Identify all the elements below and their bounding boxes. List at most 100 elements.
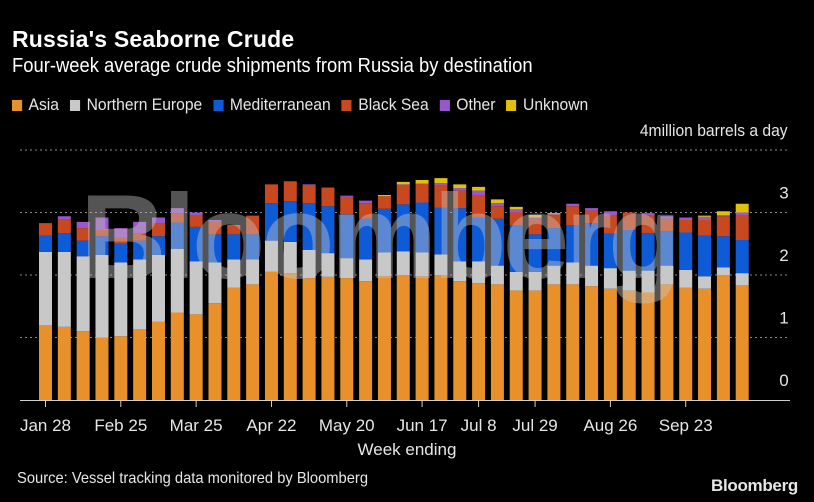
bar-segment-northern-europe <box>151 255 165 322</box>
legend-label: Black Sea <box>358 95 429 114</box>
bar-segment-unknown <box>716 211 730 215</box>
bar-segment-mediterranean <box>641 233 655 271</box>
bar-segment-northern-europe <box>716 267 730 275</box>
bar-segment-asia <box>283 273 297 400</box>
bar-segment-northern-europe <box>57 251 71 327</box>
bar-segment-black-sea <box>641 215 655 234</box>
bar-segment-asia <box>114 336 128 400</box>
bar-segment-black-sea <box>603 215 617 234</box>
bar-segment-mediterranean <box>264 203 278 241</box>
bar-segment-asia <box>76 331 90 400</box>
bar-segment-asia <box>151 321 165 400</box>
bar-segment-black-sea <box>415 183 429 203</box>
bar-segment-other <box>735 212 749 215</box>
bar-segment-asia <box>227 287 241 400</box>
bar-segment-asia <box>302 278 316 400</box>
bar-segment-asia <box>321 276 335 400</box>
bar-segment-northern-europe <box>490 265 504 285</box>
legend-item: Other <box>439 95 495 115</box>
bar-segment-other <box>434 183 448 186</box>
bar-segment-northern-europe <box>735 273 749 285</box>
legend-item: Unknown <box>506 95 588 115</box>
bar-segment-other <box>528 217 542 219</box>
bar-segment-mediterranean <box>359 218 373 260</box>
bar-segment-northern-europe <box>227 259 241 288</box>
legend-label: Northern Europe <box>86 95 203 114</box>
bar-segment-northern-europe <box>453 261 467 282</box>
legend-swatch <box>506 99 517 111</box>
bar-segment-other <box>585 208 599 211</box>
bar-segment-mediterranean <box>698 235 712 277</box>
bar-segment-northern-europe <box>359 259 373 282</box>
bar-segment-other <box>490 203 504 207</box>
bar-segment-black-sea <box>679 220 693 233</box>
bar-segment-asia <box>189 314 203 400</box>
bar-segment-asia <box>95 337 109 400</box>
bar-segment-northern-europe <box>76 256 90 332</box>
bar-segment-mediterranean <box>585 223 599 266</box>
bar-segment-asia <box>679 287 693 400</box>
legend-swatch <box>70 99 81 111</box>
legend-label: Mediterranean <box>229 95 331 114</box>
bar-segment-mediterranean <box>679 232 693 270</box>
bar-segment-mediterranean <box>377 208 391 253</box>
bar-segment-northern-europe <box>660 265 674 285</box>
bar-segment-unknown <box>377 195 391 197</box>
bar-segment-unknown <box>698 215 712 217</box>
bar-segment-black-sea <box>246 215 260 235</box>
bar-segment-northern-europe <box>377 252 391 277</box>
bar-segment-asia <box>246 284 260 400</box>
bar-segment-unknown <box>453 184 467 189</box>
bar-segment-mediterranean <box>151 236 165 255</box>
bar-segment-other <box>566 203 580 207</box>
bar-segment-black-sea <box>114 237 128 244</box>
bar-segment-unknown <box>735 203 749 213</box>
legend: Asia Northern Europe Mediterranean Black Se… <box>12 95 599 115</box>
bar-segment-black-sea <box>509 212 523 225</box>
bar-segment-other <box>716 215 730 217</box>
legend-label: Unknown <box>523 95 589 114</box>
bar-segment-northern-europe <box>603 268 617 289</box>
bar-segment-black-sea <box>39 223 52 236</box>
bar-segment-mediterranean <box>509 225 523 272</box>
bar-segment-black-sea <box>472 195 486 218</box>
bar-segment-northern-europe <box>396 251 410 275</box>
y-tick-label: 0 <box>779 371 788 390</box>
bar-segment-other <box>472 190 486 196</box>
bar-segment-northern-europe <box>340 258 354 279</box>
bar-segment-other <box>170 208 184 214</box>
bar-segment-mediterranean <box>735 240 749 274</box>
bar-segment-other <box>660 216 674 219</box>
bar-segment-unknown <box>415 180 429 184</box>
bar-segment-asia <box>660 284 674 400</box>
legend-swatch <box>213 99 224 111</box>
bar-segment-black-sea <box>170 213 184 223</box>
unit-label: 4million barrels a day <box>640 121 788 140</box>
bar-segment-asia <box>528 290 542 400</box>
y-tick-label: 3 <box>779 184 788 203</box>
bar-segment-mediterranean <box>302 203 316 250</box>
legend-swatch <box>439 99 450 111</box>
bar-segment-northern-europe <box>415 252 429 277</box>
bar-segment-asia <box>133 329 147 400</box>
bar-segment-mediterranean <box>133 240 147 260</box>
bar-segment-other <box>57 216 71 220</box>
bar-segment-black-sea <box>490 206 504 219</box>
bar-segment-black-sea <box>566 206 580 225</box>
bar-segment-mediterranean <box>716 236 730 268</box>
bar-segment-asia <box>566 284 580 400</box>
legend-item: Black Sea <box>341 95 429 115</box>
bar-segment-other <box>396 184 410 186</box>
legend-swatch <box>341 99 352 111</box>
bar-segment-northern-europe <box>39 251 52 325</box>
x-tick-label: Jul 29 <box>512 416 557 435</box>
bar-segment-unknown <box>490 199 504 204</box>
bar-segment-asia <box>415 276 429 400</box>
bar-segment-unknown <box>472 186 486 191</box>
bar-segment-black-sea <box>698 220 712 236</box>
bar-segment-other <box>603 211 617 215</box>
bar-segment-northern-europe <box>114 262 128 337</box>
x-tick-label: Feb 25 <box>94 416 147 435</box>
bar-segment-asia <box>490 284 504 400</box>
bar-segment-other <box>509 209 523 213</box>
